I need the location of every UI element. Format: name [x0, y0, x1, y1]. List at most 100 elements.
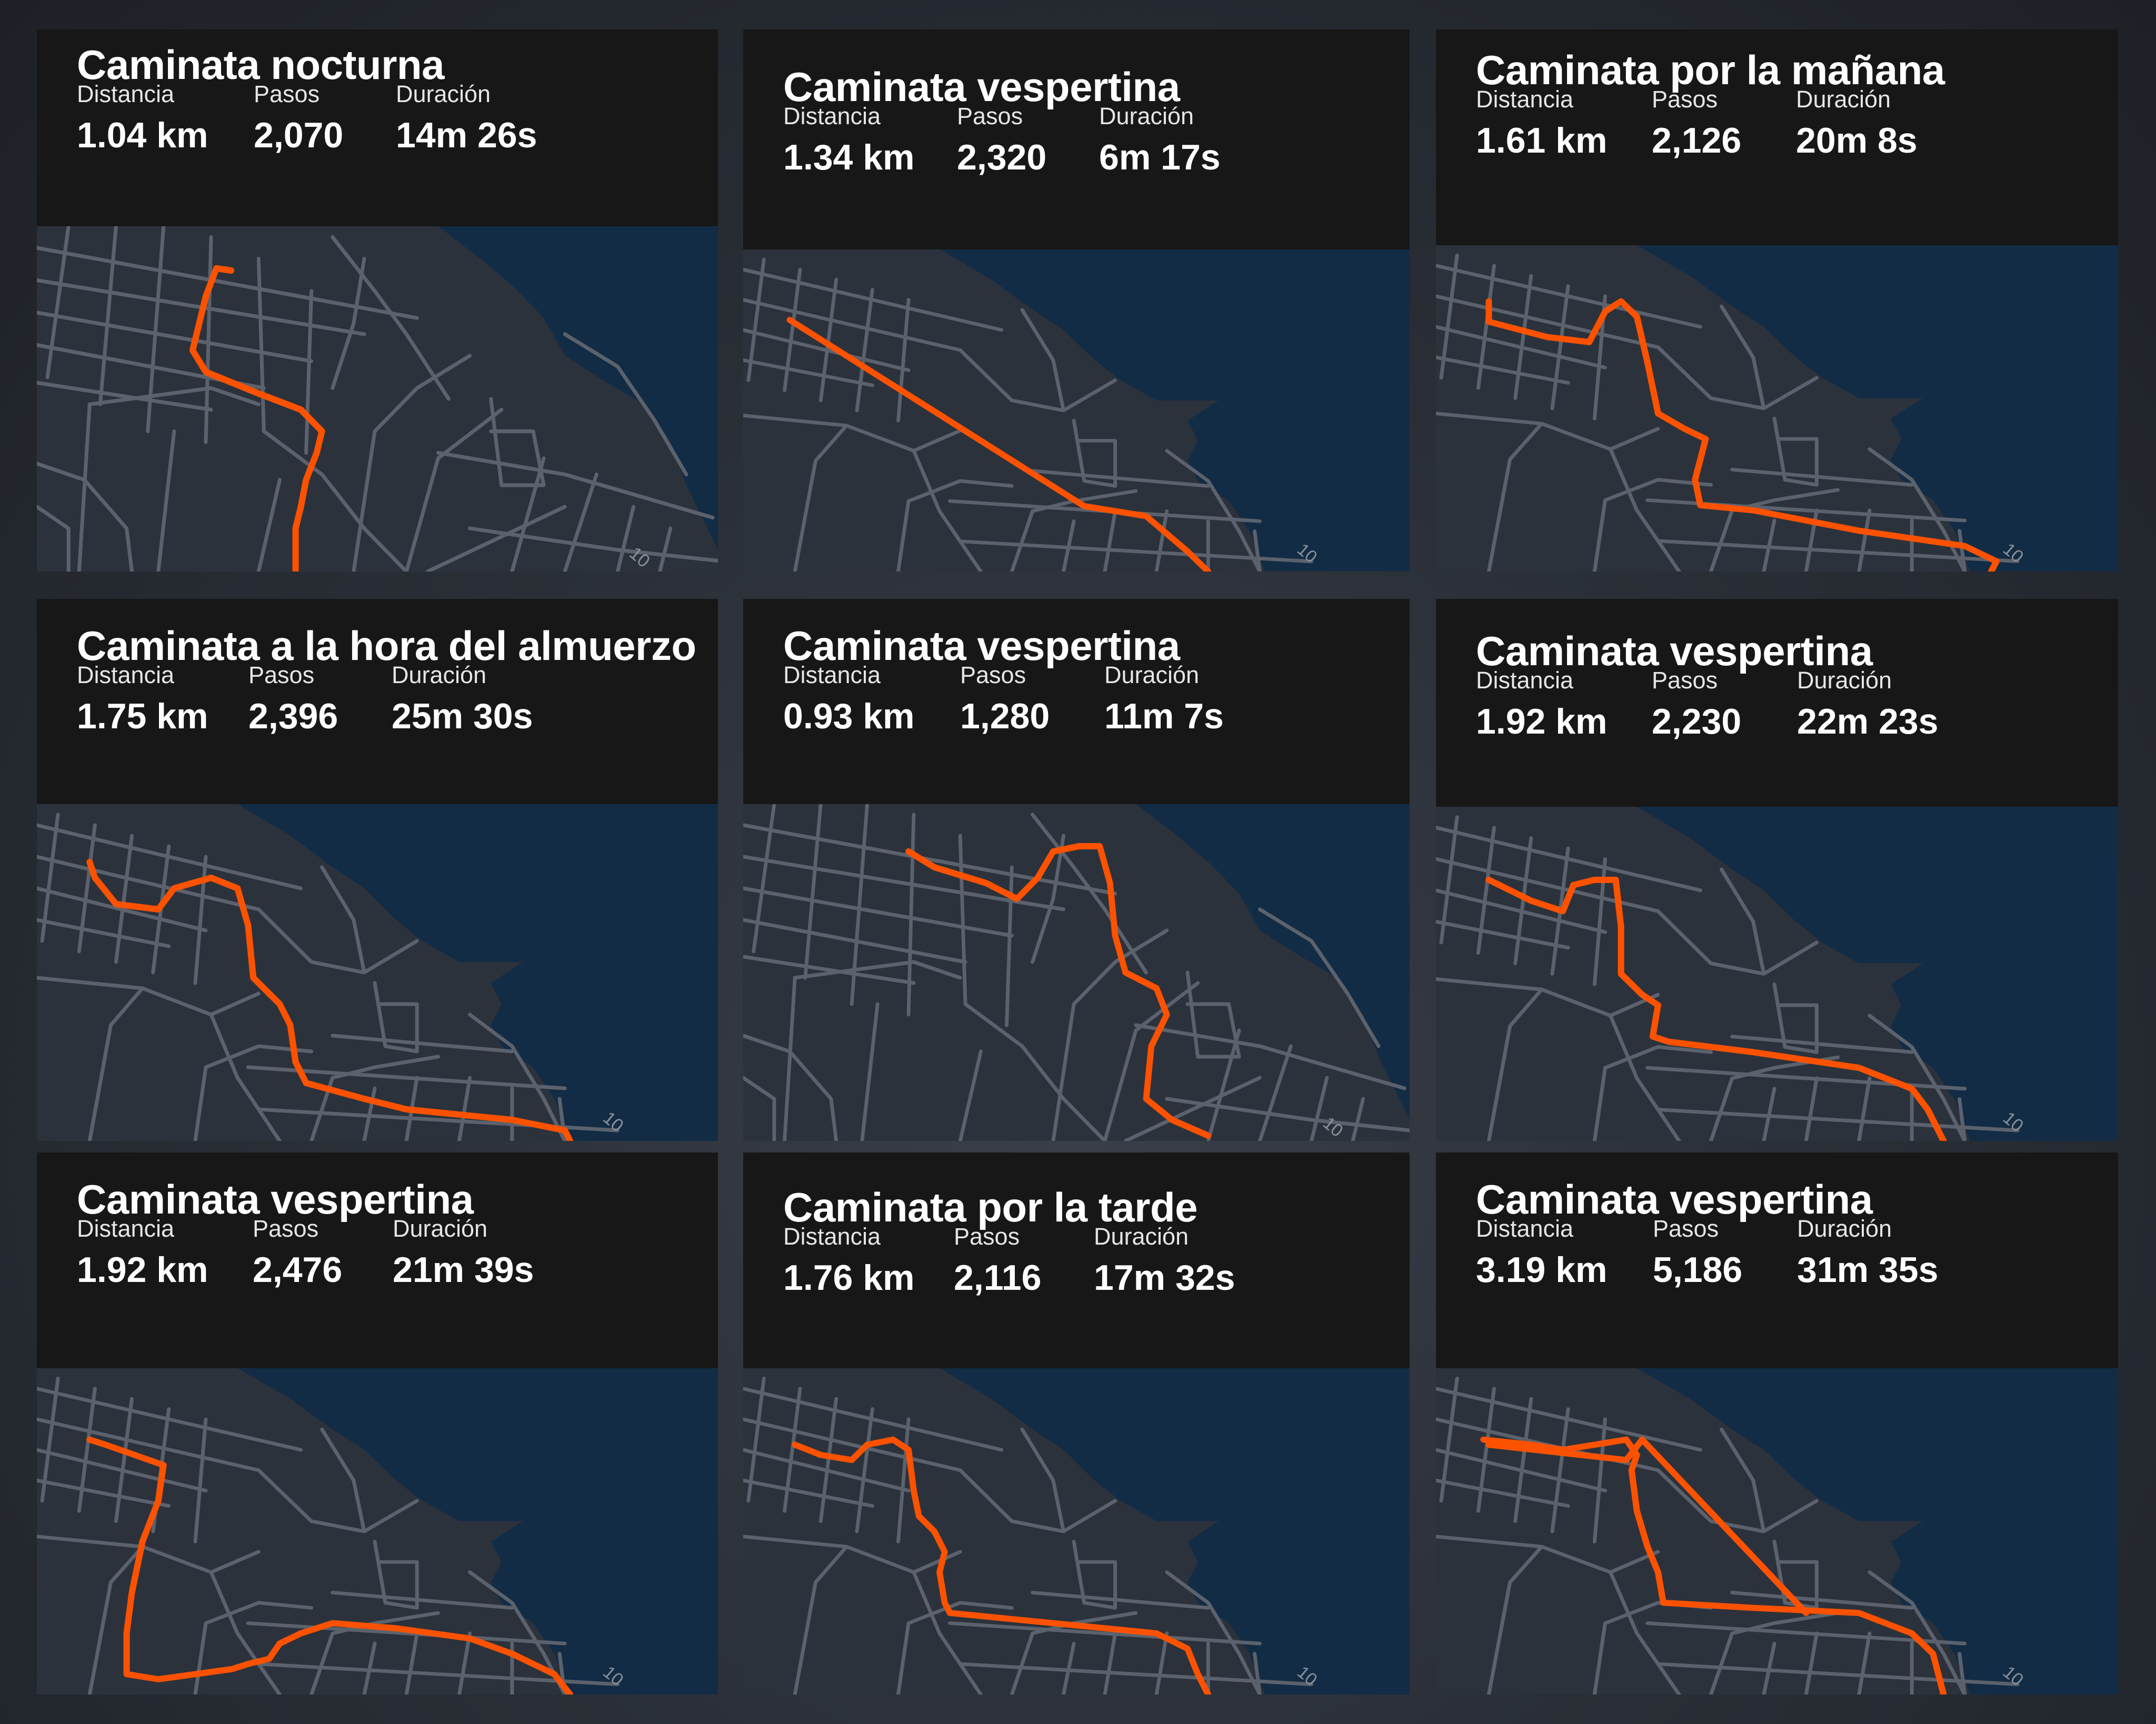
stat-value-duration: 6m 17s	[1099, 137, 1221, 177]
activity-title[interactable]: Caminata vespertina	[1476, 628, 1873, 674]
stat-steps: Pasos 2,320	[957, 104, 1046, 175]
stat-value-steps: 2,116	[954, 1258, 1042, 1298]
stat-value-distance: 1.04 km	[77, 115, 208, 155]
activity-header: Caminata vespertina Distancia 1.34 km Pasos…	[743, 29, 1410, 249]
stat-value-distance: 3.19 km	[1476, 1250, 1608, 1290]
route-map[interactable]: 10	[37, 1368, 718, 1695]
activity-header: Caminata vespertina Distancia 3.19 km Pasos…	[1436, 1152, 2118, 1368]
stat-value-duration: 31m 35s	[1797, 1250, 1939, 1290]
activity-card[interactable]: Caminata vespertina Distancia 1.34 km Pasos…	[743, 29, 1410, 572]
activity-title[interactable]: Caminata a la hora del almuerzo	[77, 623, 696, 669]
activity-card[interactable]: Caminata por la tarde Distancia 1.76 km Pas…	[743, 1152, 1410, 1695]
activity-title[interactable]: Caminata nocturna	[77, 42, 444, 88]
stat-value-steps: 2,126	[1652, 121, 1742, 161]
stat-duration: Duración 6m 17s	[1099, 104, 1221, 175]
stat-distance: Distancia 0.93 km	[783, 663, 915, 734]
stat-value-distance: 0.93 km	[783, 696, 915, 736]
stat-value-duration: 22m 23s	[1797, 701, 1939, 741]
stat-label-duration: Duración	[392, 661, 487, 688]
route-map[interactable]: 10	[743, 1368, 1410, 1695]
activity-card[interactable]: Caminata vespertina Distancia 3.19 km Pasos…	[1436, 1152, 2118, 1695]
activity-card[interactable]: Caminata por la mañana Distancia 1.61 km Pa…	[1436, 29, 2118, 572]
route-map[interactable]: 10	[743, 804, 1410, 1141]
stat-value-distance: 1.75 km	[77, 696, 208, 736]
stat-value-duration: 17m 32s	[1094, 1258, 1235, 1298]
stat-label-steps: Pasos	[1653, 1215, 1719, 1242]
stat-steps: Pasos 5,186	[1653, 1217, 1742, 1288]
activity-header: Caminata por la tarde Distancia 1.76 km Pas…	[743, 1152, 1410, 1368]
stat-value-distance: 1.92 km	[1476, 701, 1608, 741]
stat-label-steps: Pasos	[253, 1215, 319, 1242]
stat-duration: Duración 11m 7s	[1104, 663, 1224, 734]
stat-value-steps: 2,320	[957, 137, 1047, 177]
stat-value-steps: 2,396	[248, 696, 338, 736]
stat-value-duration: 11m 7s	[1104, 696, 1224, 736]
stat-steps: Pasos 2,126	[1652, 87, 1741, 158]
route-map[interactable]: 10	[1436, 807, 2118, 1141]
activity-card[interactable]: Caminata nocturna Distancia 1.04 km Pasos 2,…	[37, 29, 718, 572]
stat-steps: Pasos 2,070	[254, 82, 343, 153]
stat-label-steps: Pasos	[248, 661, 315, 688]
route-map[interactable]: 10	[37, 226, 718, 572]
stat-label-steps: Pasos	[1652, 86, 1718, 113]
route-map[interactable]: 10	[1436, 245, 2118, 572]
activity-header: Caminata a la hora del almuerzo Distancia…	[37, 599, 718, 804]
activity-title[interactable]: Caminata vespertina	[783, 64, 1180, 110]
stat-label-distance: Distancia	[783, 103, 881, 129]
stat-label-distance: Distancia	[77, 661, 175, 688]
stat-distance: Distancia 1.75 km	[77, 663, 208, 734]
route-line	[786, 317, 1212, 572]
stat-distance: Distancia 1.04 km	[77, 82, 208, 153]
stat-label-steps: Pasos	[954, 1223, 1020, 1250]
stat-distance: Distancia 1.34 km	[783, 104, 915, 175]
route-line	[792, 1436, 1212, 1695]
activity-title[interactable]: Caminata vespertina	[77, 1176, 474, 1222]
activity-title[interactable]: Caminata vespertina	[783, 623, 1180, 669]
stat-value-steps: 5,186	[1653, 1250, 1743, 1290]
activity-header: Caminata vespertina Distancia 1.92 km Pasos…	[1436, 599, 2118, 807]
stat-steps: Pasos 2,116	[954, 1225, 1041, 1296]
stat-label-duration: Duración	[1796, 86, 1891, 113]
activity-title[interactable]: Caminata vespertina	[1476, 1176, 1873, 1222]
stat-value-duration: 21m 39s	[393, 1250, 534, 1290]
stat-distance: Distancia 1.92 km	[1476, 668, 1608, 739]
stat-label-distance: Distancia	[1476, 86, 1574, 113]
stat-label-steps: Pasos	[254, 81, 320, 107]
stat-value-duration: 20m 8s	[1796, 121, 1918, 161]
stat-duration: Duración 21m 39s	[393, 1217, 534, 1288]
stat-label-distance: Distancia	[77, 81, 175, 107]
stat-duration: Duración 17m 32s	[1094, 1225, 1235, 1296]
stat-label-duration: Duración	[1797, 667, 1892, 694]
stat-duration: Duración 20m 8s	[1796, 87, 1918, 158]
activity-header: Caminata vespertina Distancia 0.93 km Pasos…	[743, 599, 1410, 804]
stat-label-duration: Duración	[1797, 1215, 1892, 1242]
stat-value-duration: 14m 26s	[396, 115, 537, 155]
route-map[interactable]: 10	[1436, 1368, 2118, 1695]
stat-label-distance: Distancia	[783, 661, 881, 688]
stat-label-duration: Duración	[393, 1215, 488, 1242]
stat-label-steps: Pasos	[957, 103, 1023, 129]
route-map[interactable]: 10	[37, 804, 718, 1141]
stat-distance: Distancia 1.61 km	[1476, 87, 1608, 158]
stat-distance: Distancia 1.92 km	[77, 1217, 208, 1288]
stat-label-duration: Duración	[1094, 1223, 1189, 1250]
activity-title[interactable]: Caminata por la tarde	[783, 1184, 1198, 1230]
stat-value-distance: 1.61 km	[1476, 121, 1608, 161]
route-map[interactable]: 10	[743, 249, 1410, 572]
stat-steps: Pasos 2,476	[253, 1217, 342, 1288]
activity-card[interactable]: Caminata vespertina Distancia 1.92 km Pasos…	[37, 1152, 718, 1695]
stat-label-distance: Distancia	[77, 1215, 175, 1242]
activity-card[interactable]: Caminata vespertina Distancia 1.92 km Pasos…	[1436, 599, 2118, 1141]
stat-label-duration: Duración	[1104, 661, 1200, 688]
route-line	[86, 859, 574, 1141]
activity-card[interactable]: Caminata vespertina Distancia 0.93 km Pasos…	[743, 599, 1410, 1141]
activity-header: Caminata por la mañana Distancia 1.61 km Pa…	[1436, 29, 2118, 245]
stat-value-distance: 1.76 km	[783, 1258, 915, 1298]
stat-value-distance: 1.92 km	[77, 1250, 208, 1290]
route-line	[905, 843, 1212, 1139]
stat-label-distance: Distancia	[783, 1223, 881, 1250]
activity-title[interactable]: Caminata por la mañana	[1476, 47, 1945, 93]
stat-duration: Duración 25m 30s	[392, 663, 533, 734]
activity-card[interactable]: Caminata a la hora del almuerzo Distancia…	[37, 599, 718, 1141]
stat-duration: Duración 22m 23s	[1797, 668, 1938, 739]
